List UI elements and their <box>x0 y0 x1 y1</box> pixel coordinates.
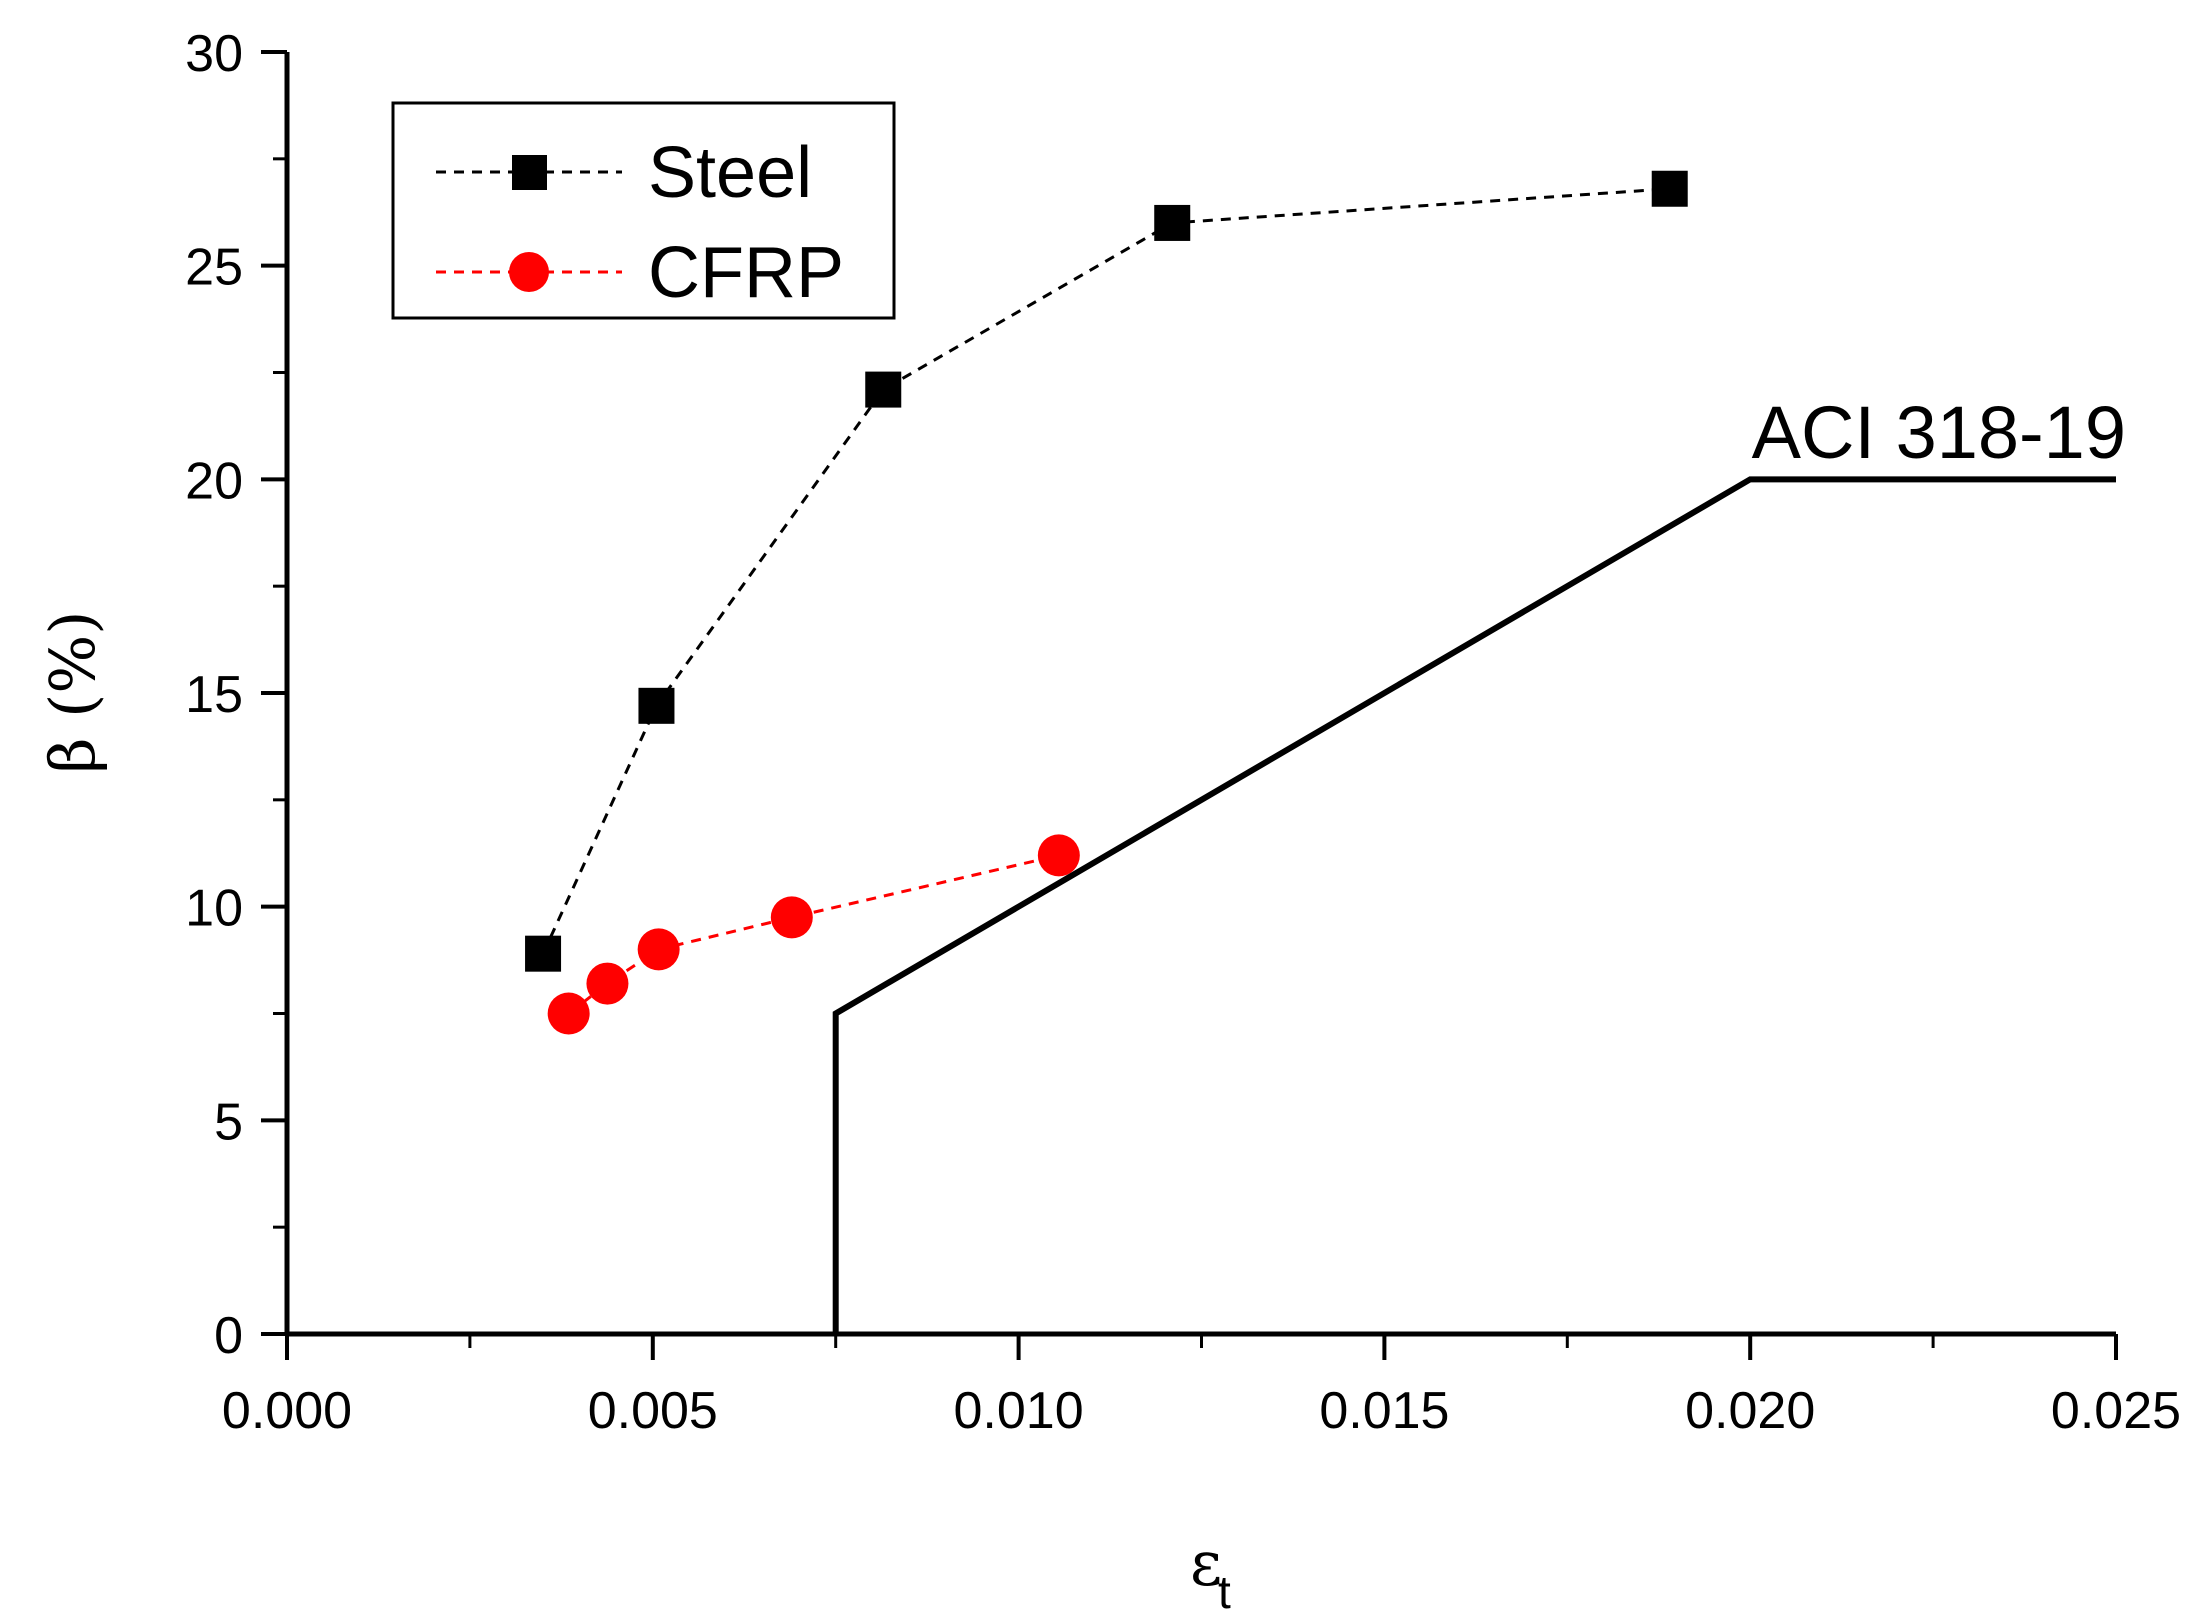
data-point-steel <box>1154 204 1191 241</box>
legend-marker-cfrp <box>509 252 549 292</box>
x-axis-title-symbol: ε <box>1190 1527 1222 1600</box>
series-line-steel <box>541 187 1670 955</box>
legend-label-cfrp: CFRP <box>648 233 844 313</box>
aci-annotation: ACI 318-19 <box>1752 391 2126 474</box>
x-tick-label: 0.015 <box>1319 1382 1449 1440</box>
data-point-cfrp <box>770 896 813 939</box>
legend-label-steel: Steel <box>648 133 812 213</box>
legend-frame <box>391 101 896 320</box>
data-point-cfrp <box>637 928 680 971</box>
legend: Steel CFRP <box>391 101 896 320</box>
x-tick-label: 0.025 <box>2051 1382 2181 1440</box>
x-axis-title: ε t <box>1190 1527 1231 1618</box>
y-tick-label: 25 <box>185 239 243 297</box>
x-tick-label: 0.000 <box>222 1382 352 1440</box>
x-tick-label: 0.005 <box>588 1382 718 1440</box>
y-tick-label: 30 <box>185 25 243 83</box>
y-tick-label: 20 <box>185 452 243 510</box>
data-point-cfrp <box>586 962 629 1005</box>
series-line-cfrp <box>567 853 1060 1015</box>
aci-318-19-line <box>832 476 2116 1334</box>
series-layer <box>525 170 1688 1035</box>
legend-marker-steel <box>512 155 547 190</box>
reference-layer <box>832 476 2116 1334</box>
y-axis-title: β (%) <box>36 611 109 774</box>
data-point-cfrp <box>547 992 590 1035</box>
y-tick-label: 0 <box>214 1307 243 1365</box>
y-tick-label: 15 <box>185 666 243 724</box>
x-tick-label: 0.010 <box>954 1382 1084 1440</box>
x-tick-label: 0.020 <box>1685 1382 1815 1440</box>
y-tick-label: 10 <box>185 880 243 938</box>
data-point-steel <box>865 371 902 408</box>
data-point-steel <box>525 935 562 972</box>
data-point-steel <box>638 687 675 724</box>
ticks-layer: 0.000 0.005 0.010 0.015 0.020 0.025 0 5 10 15 20 25… <box>185 25 2181 1440</box>
x-axis-title-subscript: t <box>1218 1566 1231 1618</box>
y-tick-label: 5 <box>214 1093 243 1151</box>
data-point-steel <box>1651 170 1688 207</box>
data-point-cfrp <box>1037 834 1080 877</box>
